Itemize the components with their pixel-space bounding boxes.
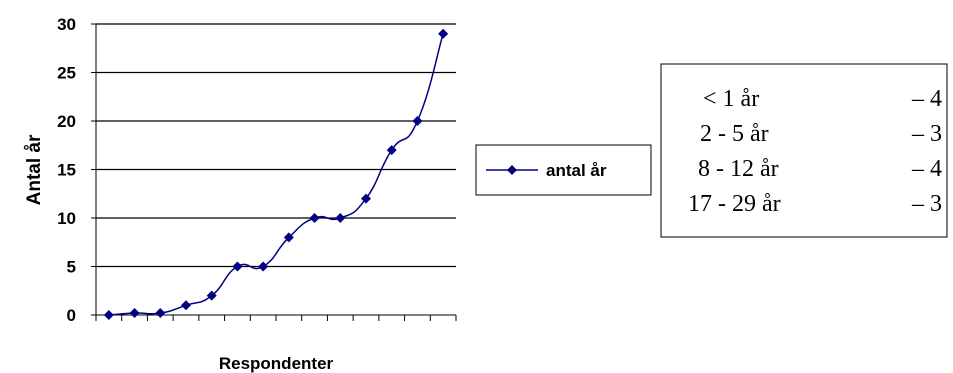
data-point	[335, 213, 346, 223]
data-point	[206, 290, 217, 301]
y-tick-label: 0	[67, 306, 76, 325]
data-point	[361, 193, 371, 204]
summary-box-frame	[660, 63, 948, 238]
data-point	[181, 300, 191, 311]
y-tick-label: 5	[67, 258, 76, 277]
data-point	[155, 308, 166, 319]
y-tick-labels: 0 5 10 15 20 25 30	[57, 15, 76, 325]
legend-diamond-marker	[507, 165, 517, 175]
summary-row-label: < 1 år	[703, 86, 759, 112]
summary-row-label: 2 - 5 år	[700, 121, 769, 147]
y-axis-label: Antal år	[24, 134, 45, 205]
x-axis-label: Respondenter	[219, 354, 334, 373]
summary-box: < 1 år – 4 2 - 5 år – 3 8 - 12 år – 4 17…	[660, 63, 948, 238]
summary-row-label: 8 - 12 år	[698, 156, 779, 182]
y-tick-label: 20	[57, 112, 76, 131]
x-axis-ticks	[95, 315, 457, 321]
data-point	[129, 308, 140, 319]
data-point	[438, 28, 449, 39]
legend: antal år	[475, 144, 652, 196]
data-point	[232, 261, 243, 272]
y-tick-label: 30	[57, 15, 76, 34]
summary-row-value: – 3	[911, 121, 942, 147]
data-point	[258, 261, 269, 272]
series-line-antal-ar	[108, 33, 444, 316]
data-point	[412, 116, 423, 126]
series-markers	[103, 28, 449, 320]
summary-row-value: – 3	[911, 191, 942, 217]
y-tick-label: 15	[57, 161, 76, 180]
legend-label: antal år	[546, 161, 607, 180]
summary-row-value: – 4	[911, 156, 942, 182]
data-point	[309, 213, 320, 223]
data-point	[103, 310, 114, 320]
gridlines	[96, 23, 456, 268]
y-tick-label: 25	[57, 64, 76, 83]
y-tick-label: 10	[57, 209, 76, 228]
data-point	[386, 145, 397, 156]
summary-row-value: – 4	[911, 86, 942, 112]
data-point	[283, 232, 294, 243]
y-axis-ticks	[91, 23, 96, 316]
summary-row-label: 17 - 29 år	[688, 191, 781, 217]
